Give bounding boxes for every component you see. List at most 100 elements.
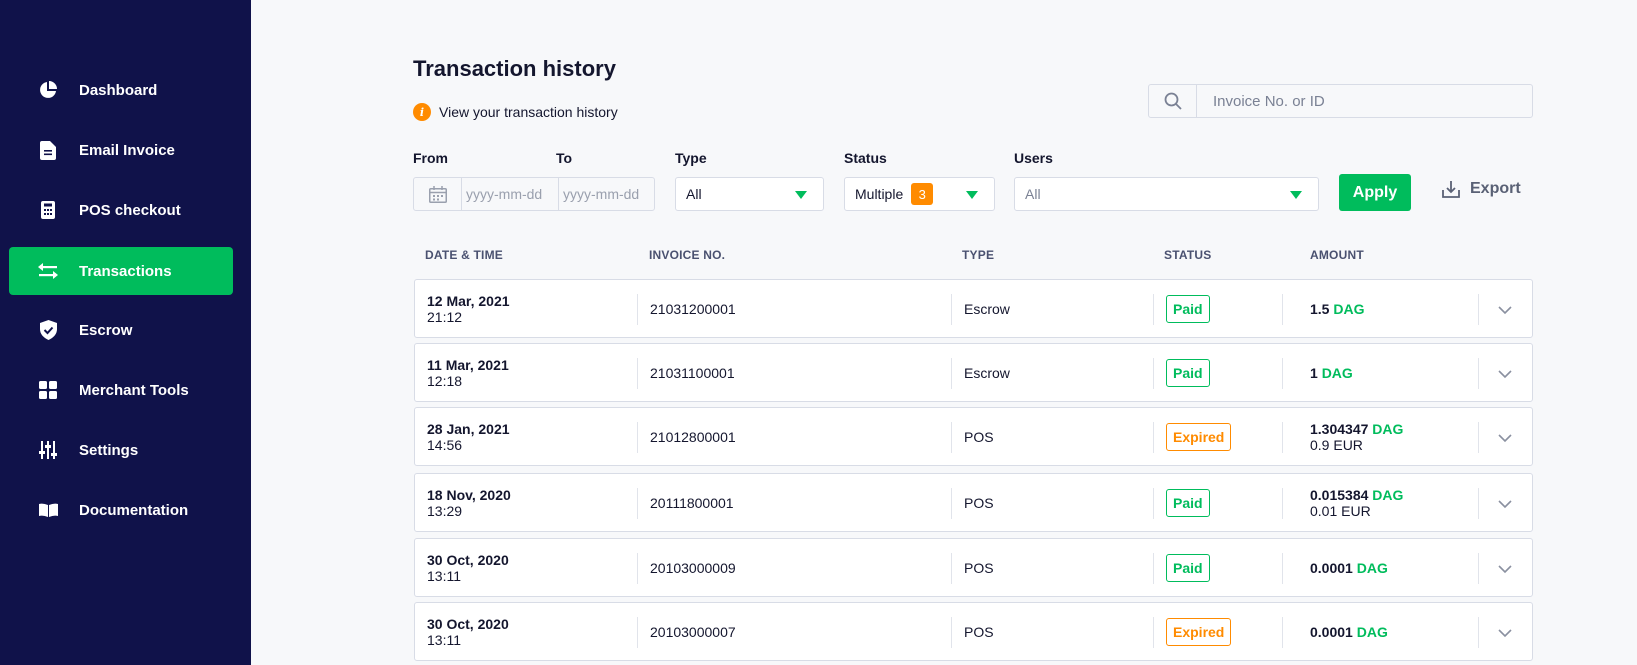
swap-arrows-icon	[38, 261, 58, 281]
sidebar-item-email-invoice[interactable]: Email Invoice	[9, 126, 233, 174]
date-cell: 28 Jan, 2021 14:56	[427, 408, 510, 465]
table-row[interactable]: 30 Oct, 2020 13:11 20103000007 POS Expired 0.…	[414, 602, 1533, 661]
row-currency: DAG	[1356, 559, 1388, 576]
sidebar-item-merchant-tools[interactable]: Merchant Tools	[9, 366, 233, 414]
divider	[1478, 488, 1479, 519]
from-date-input[interactable]	[462, 178, 558, 210]
row-amount: 0.015384	[1310, 486, 1369, 503]
table-row[interactable]: 18 Nov, 2020 13:29 20111800001 POS Paid 0.015…	[414, 473, 1533, 532]
type-select[interactable]: All	[675, 177, 824, 211]
row-currency: DAG	[1356, 623, 1388, 640]
header-type: TYPE	[962, 248, 995, 262]
invoice-cell: 20103000007	[650, 603, 736, 660]
sidebar-item-pos-checkout[interactable]: POS checkout	[9, 186, 233, 234]
divider	[1153, 358, 1154, 389]
sidebar-item-settings[interactable]: Settings	[9, 426, 233, 474]
divider	[637, 358, 638, 389]
amount-line: 0.0001 DAG	[1310, 624, 1388, 640]
sidebar-item-transactions[interactable]: Transactions	[9, 247, 233, 295]
chevron-down-icon[interactable]	[1498, 302, 1512, 320]
header-status: STATUS	[1164, 248, 1212, 262]
row-time: 13:11	[427, 631, 461, 648]
row-date: 18 Nov, 2020	[427, 486, 511, 503]
amount-line: 1 DAG	[1310, 365, 1353, 381]
export-button[interactable]: Export	[1442, 180, 1521, 198]
from-label: From	[413, 150, 448, 166]
chevron-down-icon[interactable]	[1498, 561, 1512, 579]
divider	[951, 488, 952, 519]
table-row[interactable]: 28 Jan, 2021 14:56 21012800001 POS Expired 1.…	[414, 407, 1533, 466]
status-cell: Paid	[1166, 344, 1210, 401]
divider	[1478, 294, 1479, 325]
sidebar-item-escrow[interactable]: Escrow	[9, 306, 233, 354]
type-cell: Escrow	[964, 344, 1010, 401]
users-select[interactable]: All	[1014, 177, 1319, 211]
type-label: Type	[675, 150, 707, 166]
divider	[951, 617, 952, 648]
search-box	[1148, 84, 1533, 118]
divider	[1282, 294, 1283, 325]
date-cell: 30 Oct, 2020 13:11	[427, 539, 509, 596]
table-row[interactable]: 30 Oct, 2020 13:11 20103000009 POS Paid 0.000…	[414, 538, 1533, 597]
header-invoice: INVOICE NO.	[649, 248, 726, 262]
date-cell: 12 Mar, 2021 21:12	[427, 280, 510, 337]
status-badge: Paid	[1166, 553, 1210, 582]
divider	[951, 294, 952, 325]
info-text: View your transaction history	[439, 104, 618, 120]
row-fiat: 0.01 EUR	[1310, 502, 1371, 519]
status-select[interactable]: Multiple 3	[844, 177, 995, 211]
row-type: POS	[964, 559, 994, 576]
header-date: DATE & TIME	[425, 248, 503, 262]
row-invoice: 20103000009	[650, 559, 736, 576]
row-time: 21:12	[427, 308, 463, 325]
row-time: 14:56	[427, 436, 463, 453]
divider	[1282, 488, 1283, 519]
sidebar-item-documentation[interactable]: Documentation	[9, 486, 233, 534]
calculator-icon	[38, 200, 58, 220]
chevron-down-icon[interactable]	[1498, 366, 1512, 384]
calendar-icon[interactable]	[414, 178, 462, 210]
divider	[1282, 617, 1283, 648]
chevron-down-icon[interactable]	[1498, 625, 1512, 643]
row-time: 12:18	[427, 372, 463, 389]
row-invoice: 21012800001	[650, 428, 736, 445]
pie-chart-icon	[38, 80, 58, 100]
date-cell: 11 Mar, 2021 12:18	[427, 344, 509, 401]
status-label: Status	[844, 150, 887, 166]
row-invoice: 20103000007	[650, 623, 736, 640]
invoice-cell: 20111800001	[650, 474, 734, 531]
search-input[interactable]	[1197, 85, 1532, 117]
divider	[1478, 358, 1479, 389]
invoice-cell: 20103000009	[650, 539, 736, 596]
row-amount: 1	[1310, 364, 1318, 381]
chevron-down-icon[interactable]	[1498, 496, 1512, 514]
status-badge: Paid	[1166, 294, 1210, 323]
type-cell: POS	[964, 539, 994, 596]
sidebar-item-dashboard[interactable]: Dashboard	[9, 66, 233, 114]
status-cell: Paid	[1166, 474, 1210, 531]
apply-button[interactable]: Apply	[1339, 174, 1411, 211]
table-row[interactable]: 12 Mar, 2021 21:12 21031200001 Escrow Paid 1.…	[414, 279, 1533, 338]
date-cell: 30 Oct, 2020 13:11	[427, 603, 509, 660]
amount-line: 0.015384 DAG	[1310, 487, 1403, 503]
sidebar-item-label: Transactions	[79, 262, 172, 280]
status-badge: Paid	[1166, 358, 1210, 387]
sidebar-item-label: Dashboard	[79, 81, 158, 99]
row-type: Escrow	[964, 364, 1010, 381]
status-count-badge: 3	[911, 183, 934, 205]
table-row[interactable]: 11 Mar, 2021 12:18 21031100001 Escrow Paid 1 …	[414, 343, 1533, 402]
row-type: POS	[964, 623, 994, 640]
info-row: i View your transaction history	[413, 103, 618, 121]
chevron-down-icon[interactable]	[1498, 430, 1512, 448]
to-date-input[interactable]	[558, 178, 654, 210]
row-currency: DAG	[1333, 300, 1365, 317]
divider	[951, 422, 952, 453]
sidebar-item-label: Email Invoice	[79, 141, 175, 159]
amount-line: 0.0001 DAG	[1310, 560, 1388, 576]
search-icon[interactable]	[1149, 85, 1197, 117]
row-date: 30 Oct, 2020	[427, 551, 509, 568]
type-cell: POS	[964, 474, 994, 531]
status-badge: Expired	[1166, 617, 1232, 646]
status-cell: Paid	[1166, 539, 1210, 596]
info-icon: i	[413, 103, 431, 121]
